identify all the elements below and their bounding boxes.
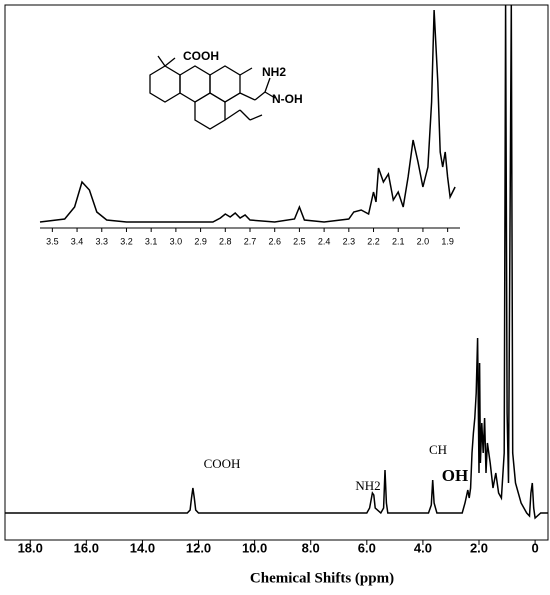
- x-tick-label: 1.9: [441, 236, 454, 246]
- x-tick-label: 2.3: [343, 236, 356, 246]
- x-tick-label: 2.9: [194, 236, 207, 246]
- spectrum-line: [5, 5, 548, 520]
- x-tick-label: 12.0: [186, 540, 211, 555]
- x-tick-label: 2.0: [417, 236, 430, 246]
- x-tick-label: 2.0: [470, 540, 488, 555]
- structure-label: NH2: [262, 65, 286, 79]
- x-tick-label: 3.5: [46, 236, 59, 246]
- x-tick-label: 3.4: [71, 236, 84, 246]
- x-tick-label: 10.0: [242, 540, 267, 555]
- x-axis-label: Chemical Shifts (ppm): [250, 570, 394, 586]
- peak-annotation: NH2: [355, 478, 380, 493]
- spectrum-group: [39, 9, 456, 223]
- x-tick-label: 2.7: [244, 236, 257, 246]
- x-tick-label: 2.2: [367, 236, 380, 246]
- peak-annotation: CH: [429, 442, 447, 457]
- molecule-structure: [149, 55, 276, 130]
- x-tick-label: 6.0: [358, 540, 376, 555]
- spectrum-group: [5, 5, 548, 520]
- x-tick-label: 2.8: [219, 236, 232, 246]
- x-tick-label: 14.0: [130, 540, 155, 555]
- x-tick-label: 18.0: [18, 540, 43, 555]
- x-tick-label: 2.5: [293, 236, 306, 246]
- x-tick-label: 8.0: [302, 540, 320, 555]
- structure-label: COOH: [183, 49, 219, 63]
- x-tick-label: 2.1: [392, 236, 405, 246]
- x-tick-label: 16.0: [74, 540, 99, 555]
- structure-label: N-OH: [272, 92, 303, 106]
- x-tick-label: 3.2: [120, 236, 133, 246]
- x-tick-label: 3.0: [170, 236, 183, 246]
- x-tick-label: 3.1: [145, 236, 158, 246]
- peak-annotation: COOH: [204, 456, 241, 471]
- x-tick-label: 3.3: [96, 236, 109, 246]
- spectrum-line: [39, 9, 456, 223]
- plot-frame: [4, 4, 549, 541]
- x-tick-label: 2.6: [268, 236, 281, 246]
- x-tick-label: 4.0: [414, 540, 432, 555]
- x-tick-label: 2.4: [318, 236, 331, 246]
- x-tick-label: 0: [531, 540, 538, 555]
- peak-annotation: OH: [442, 466, 468, 485]
